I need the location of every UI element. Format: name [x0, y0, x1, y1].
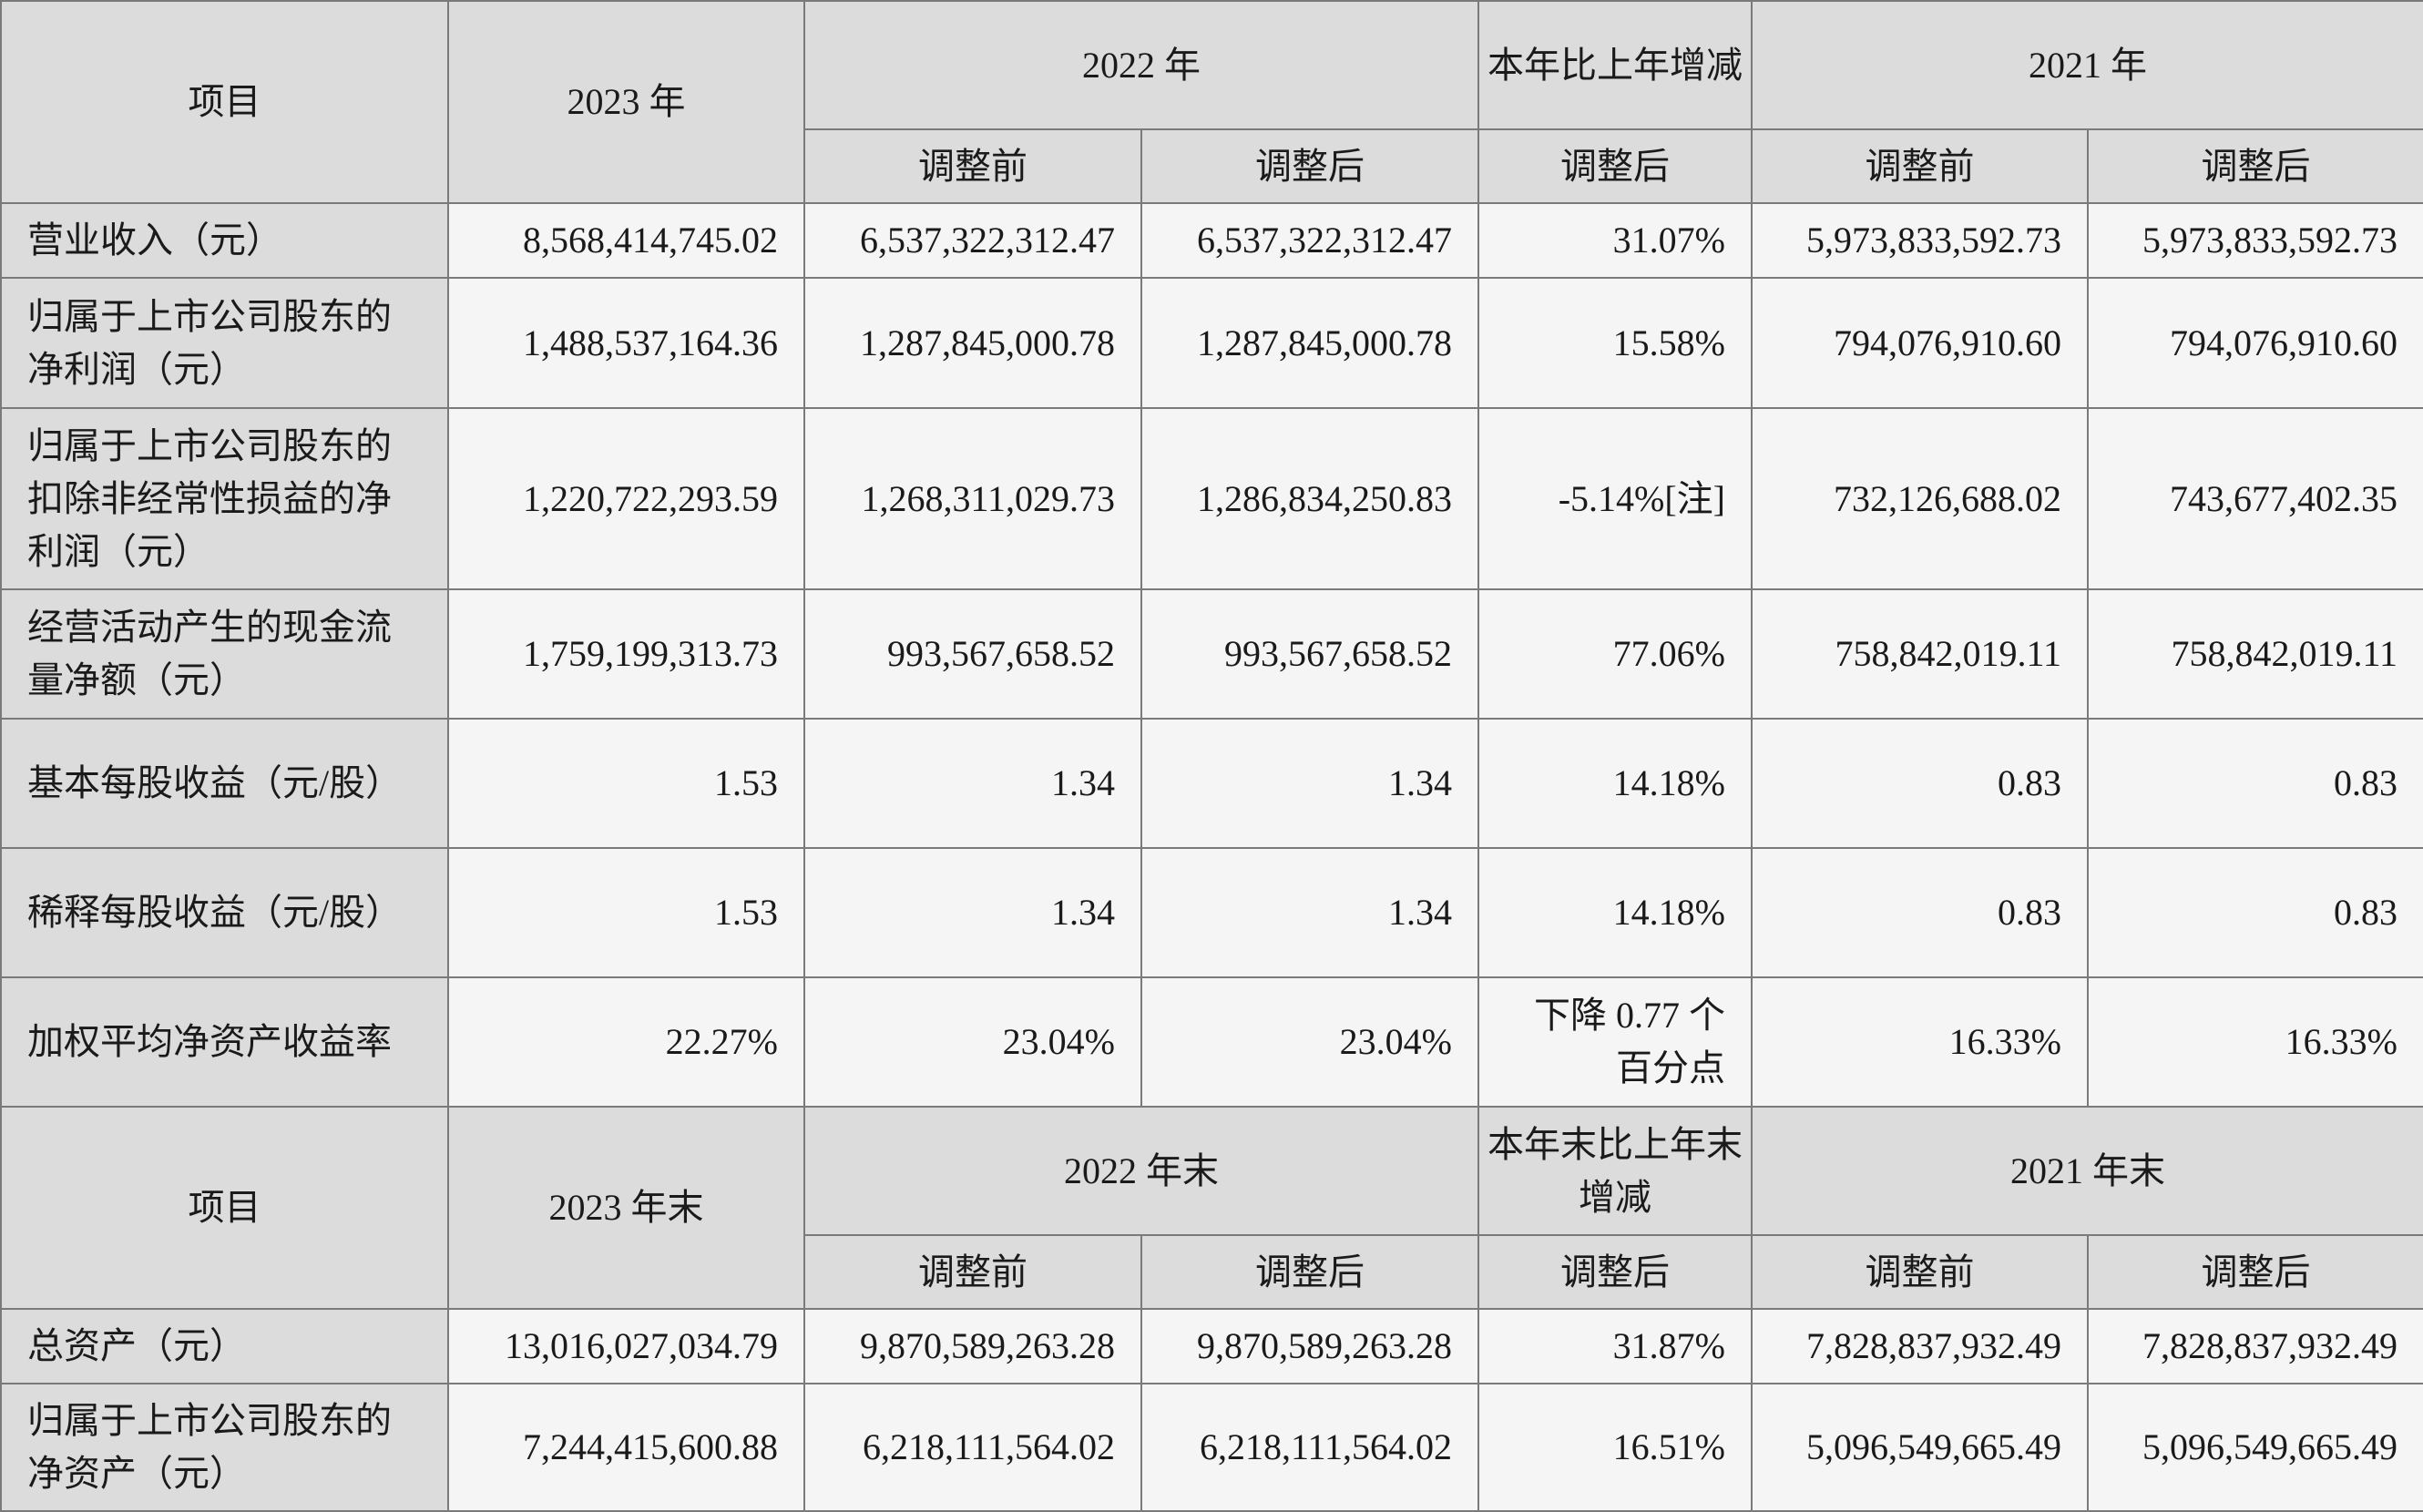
- header-2022: 2022 年: [803, 0, 1479, 130]
- table-row: 总资产（元） 13,016,027,034.79 9,870,589,263.2…: [0, 1308, 2423, 1384]
- cell-2021-after: 758,842,019.11: [2087, 588, 2423, 720]
- subheader-change-after: 调整后: [1477, 128, 1753, 204]
- cell-2022-after: 23.04%: [1140, 976, 1479, 1108]
- cell-2021-before: 0.83: [1751, 718, 2089, 849]
- row-label: 营业收入（元）: [0, 202, 449, 279]
- cell-2022-before: 1,268,311,029.73: [803, 407, 1142, 590]
- cell-2022-after: 6,218,111,564.02: [1140, 1383, 1479, 1512]
- cell-2023: 13,016,027,034.79: [447, 1308, 805, 1384]
- subheader-2021-after: 调整后: [2087, 1234, 2423, 1310]
- cell-2021-after: 0.83: [2087, 718, 2423, 849]
- cell-2022-after: 1.34: [1140, 718, 1479, 849]
- cell-2023: 1,759,199,313.73: [447, 588, 805, 720]
- cell-change: 77.06%: [1477, 588, 1753, 720]
- cell-2021-after: 7,828,837,932.49: [2087, 1308, 2423, 1384]
- cell-change: 14.18%: [1477, 718, 1753, 849]
- cell-2021-after: 0.83: [2087, 847, 2423, 978]
- cell-2023: 22.27%: [447, 976, 805, 1108]
- cell-2023: 7,244,415,600.88: [447, 1383, 805, 1512]
- cell-2022-before: 9,870,589,263.28: [803, 1308, 1142, 1384]
- cell-2021-before: 7,828,837,932.49: [1751, 1308, 2089, 1384]
- header-row-bottom: 项目 2023 年末 2022 年末 本年末比上年末增减 2021 年末: [0, 1106, 2423, 1310]
- cell-2022-before: 1,287,845,000.78: [803, 277, 1142, 409]
- cell-2022-after: 993,567,658.52: [1140, 588, 1479, 720]
- cell-change: 15.58%: [1477, 277, 1753, 409]
- cell-2021-before: 5,973,833,592.73: [1751, 202, 2089, 279]
- cell-2022-after: 6,537,322,312.47: [1140, 202, 1479, 279]
- cell-2022-after: 9,870,589,263.28: [1140, 1308, 1479, 1384]
- cell-2021-before: 732,126,688.02: [1751, 407, 2089, 590]
- subheader-2021-before: 调整前: [1751, 128, 2089, 204]
- header-2023: 2023 年: [447, 0, 805, 204]
- cell-2021-before: 794,076,910.60: [1751, 277, 2089, 409]
- table-row: 归属于上市公司股东的净资产（元） 7,244,415,600.88 6,218,…: [0, 1383, 2423, 1512]
- cell-2022-before: 6,218,111,564.02: [803, 1383, 1142, 1512]
- cell-2022-after: 1,286,834,250.83: [1140, 407, 1479, 590]
- subheader-row-top: 调整前 调整后 调整后 调整前 调整后: [1, 128, 2423, 204]
- cell-change: 31.07%: [1477, 202, 1753, 279]
- cell-2021-after: 16.33%: [2087, 976, 2423, 1108]
- cell-2023: 8,568,414,745.02: [447, 202, 805, 279]
- row-label: 归属于上市公司股东的净资产（元）: [0, 1383, 449, 1512]
- header-2021: 2021 年: [1751, 0, 2423, 130]
- table-row: 经营活动产生的现金流量净额（元） 1,759,199,313.73 993,56…: [0, 588, 2423, 720]
- subheader-2022-after: 调整后: [1140, 1234, 1479, 1310]
- row-label: 基本每股收益（元/股）: [0, 718, 449, 849]
- table-row: 基本每股收益（元/股） 1.53 1.34 1.34 14.18% 0.83 0…: [0, 718, 2423, 849]
- subheader-change-after: 调整后: [1477, 1234, 1753, 1310]
- subheader-2022-before: 调整前: [803, 128, 1142, 204]
- header-change-end: 本年末比上年末增减: [1477, 1106, 1753, 1236]
- cell-change: 31.87%: [1477, 1308, 1753, 1384]
- table-row: 归属于上市公司股东的扣除非经常性损益的净利润（元） 1,220,722,293.…: [0, 407, 2423, 590]
- header-2023-end: 2023 年末: [447, 1106, 805, 1310]
- header-item-bottom: 项目: [0, 1106, 449, 1310]
- header-row-top: 项目 2023 年 2022 年 本年比上年增减 2021 年: [0, 0, 2423, 204]
- table-row: 归属于上市公司股东的净利润（元） 1,488,537,164.36 1,287,…: [0, 277, 2423, 409]
- header-2021-end: 2021 年末: [1751, 1106, 2423, 1236]
- cell-2023: 1.53: [447, 718, 805, 849]
- row-label: 加权平均净资产收益率: [0, 976, 449, 1108]
- cell-2021-before: 0.83: [1751, 847, 2089, 978]
- cell-2021-after: 794,076,910.60: [2087, 277, 2423, 409]
- cell-change: 14.18%: [1477, 847, 1753, 978]
- subheader-2022-after: 调整后: [1140, 128, 1479, 204]
- cell-2022-before: 1.34: [803, 847, 1142, 978]
- cell-2021-before: 758,842,019.11: [1751, 588, 2089, 720]
- cell-2021-before: 16.33%: [1751, 976, 2089, 1108]
- cell-2022-before: 1.34: [803, 718, 1142, 849]
- row-label: 总资产（元）: [0, 1308, 449, 1384]
- cell-2023: 1,220,722,293.59: [447, 407, 805, 590]
- cell-2023: 1,488,537,164.36: [447, 277, 805, 409]
- cell-2022-before: 993,567,658.52: [803, 588, 1142, 720]
- cell-2022-before: 23.04%: [803, 976, 1142, 1108]
- cell-2022-after: 1,287,845,000.78: [1140, 277, 1479, 409]
- table-row: 稀释每股收益（元/股） 1.53 1.34 1.34 14.18% 0.83 0…: [0, 847, 2423, 978]
- cell-2023: 1.53: [447, 847, 805, 978]
- cell-2021-after: 5,973,833,592.73: [2087, 202, 2423, 279]
- table-row: 营业收入（元） 8,568,414,745.02 6,537,322,312.4…: [0, 202, 2423, 279]
- cell-2021-after: 5,096,549,665.49: [2087, 1383, 2423, 1512]
- row-label: 稀释每股收益（元/股）: [0, 847, 449, 978]
- cell-change: 16.51%: [1477, 1383, 1753, 1512]
- row-label: 归属于上市公司股东的净利润（元）: [0, 277, 449, 409]
- header-item: 项目: [0, 0, 449, 204]
- cell-change: -5.14%[注]: [1477, 407, 1753, 590]
- cell-2022-before: 6,537,322,312.47: [803, 202, 1142, 279]
- subheader-2021-after: 调整后: [2087, 128, 2423, 204]
- row-label: 经营活动产生的现金流量净额（元）: [0, 588, 449, 720]
- cell-2022-after: 1.34: [1140, 847, 1479, 978]
- cell-change: 下降 0.77 个百分点: [1477, 976, 1753, 1108]
- row-label: 归属于上市公司股东的扣除非经常性损益的净利润（元）: [0, 407, 449, 590]
- table-row: 加权平均净资产收益率 22.27% 23.04% 23.04% 下降 0.77 …: [0, 976, 2423, 1108]
- subheader-2021-before: 调整前: [1751, 1234, 2089, 1310]
- subheader-row-bottom: 调整前 调整后 调整后 调整前 调整后: [1, 1234, 2423, 1310]
- header-2022-end: 2022 年末: [803, 1106, 1479, 1236]
- cell-2021-before: 5,096,549,665.49: [1751, 1383, 2089, 1512]
- cell-2021-after: 743,677,402.35: [2087, 407, 2423, 590]
- header-change: 本年比上年增减: [1477, 0, 1753, 130]
- subheader-2022-before: 调整前: [803, 1234, 1142, 1310]
